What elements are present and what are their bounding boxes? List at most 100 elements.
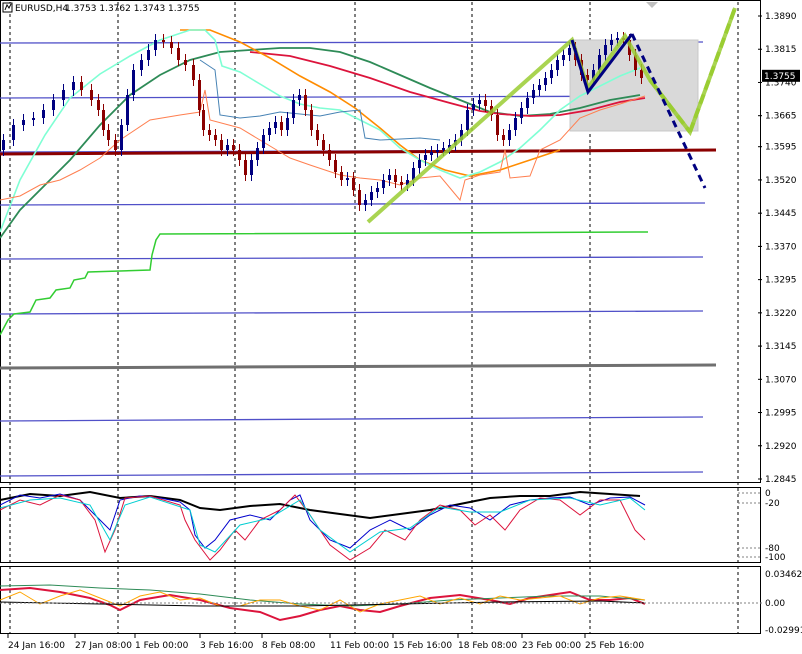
candle-body (2, 140, 5, 150)
candle-body (80, 82, 83, 90)
candle-body (382, 180, 385, 188)
candle-body (346, 178, 349, 180)
candle-body (162, 40, 165, 42)
candle-body (72, 82, 75, 90)
candle-body (102, 110, 105, 130)
candle-body (376, 188, 379, 192)
candle-body (238, 150, 241, 160)
candle-body (610, 40, 613, 45)
candle-body (538, 85, 541, 90)
level-line-6 (0, 416, 704, 422)
candle-body (634, 55, 637, 70)
main-panel-frame (0, 0, 761, 483)
candle-body (214, 135, 217, 140)
osc2-tick-label: 0.03462 (765, 570, 802, 580)
candle-body (52, 100, 55, 110)
candle-body (400, 182, 403, 185)
time-tick-label: 3 Feb 16:00 (200, 641, 254, 651)
ohlc-label: 1.3753 1.3762 1.3743 1.3755 (65, 4, 200, 14)
price-tick-label: 1.3070 (765, 375, 797, 385)
time-tick-label: 23 Feb 00:00 (522, 641, 581, 651)
symbol-label: EURUSD,H4 (15, 4, 68, 14)
oscillators (0, 490, 646, 622)
candle-body (126, 95, 129, 125)
candle-body (114, 140, 117, 150)
level-line-5 (0, 310, 704, 315)
price-tick-label: 1.3815 (765, 45, 797, 55)
candle-body (250, 160, 253, 175)
candle-body (640, 70, 643, 78)
candle-body (170, 42, 173, 48)
osc2-tick-label: 0.00 (765, 599, 785, 609)
candle-body (448, 145, 451, 148)
candle-body (544, 78, 547, 85)
osc1-tick-label: -20 (765, 499, 780, 509)
candle-body (562, 55, 565, 60)
candle-body (226, 145, 229, 150)
candle-body (292, 100, 295, 118)
osc1-axis: 0-20 -80-100 (738, 489, 786, 563)
candle-body (484, 100, 487, 106)
candle-body (340, 172, 343, 180)
price-tick-label: 1.3145 (765, 342, 797, 352)
candle-body (496, 115, 499, 135)
envelope-line (199, 59, 441, 141)
candle-body (430, 152, 433, 155)
candle-body (286, 118, 289, 130)
candle-body (364, 200, 367, 205)
candle-body (208, 130, 211, 135)
time-tick-label: 25 Feb 16:00 (585, 641, 644, 651)
candle-body (472, 104, 475, 110)
price-tick-label: 1.3445 (765, 209, 797, 219)
price-tick-label: 1.3740 (765, 78, 797, 88)
projection-green-up (688, 7, 737, 133)
time-tick-label: 1 Feb 00:00 (135, 641, 189, 651)
osc1-black-line (0, 490, 641, 520)
time-tick-label: 8 Feb 08:00 (262, 641, 316, 651)
price-axis: 1.3890 1.3815 1.3740 1.3665 1.3595 1.3520 1.34… (758, 12, 797, 485)
candle-body (508, 130, 511, 140)
candle-body (268, 128, 271, 135)
candle-body (177, 48, 180, 60)
osc1-red-line (0, 494, 646, 561)
candle-body (502, 135, 505, 140)
time-axis: 24 Jan 16:00 27 Jan 08:00 1 Feb 00:00 3 Feb… (7, 634, 644, 651)
candle-body (352, 178, 355, 190)
trailing-stop-line (0, 89, 646, 202)
candle-body (310, 110, 313, 130)
price-tick-label: 1.2920 (765, 442, 797, 452)
candle-body (232, 145, 235, 150)
candle-body (256, 148, 259, 160)
candle-body (532, 90, 535, 98)
osc2-panel-frame (0, 566, 761, 634)
candle-body (388, 175, 391, 180)
candle-body (604, 45, 607, 55)
support-level-line (0, 363, 717, 370)
level-line-4 (0, 256, 704, 260)
candle-body (202, 110, 205, 130)
projection-navy-solid (570, 33, 634, 96)
osc1-tick-label: -80 (765, 544, 780, 554)
candle-body (298, 95, 301, 100)
current-price-label: 1.3755 (764, 72, 796, 82)
candle-body (412, 168, 415, 180)
candle-body (616, 38, 619, 40)
osc1-blue-line (0, 493, 646, 549)
ma-orange-line (180, 29, 561, 177)
time-tick-label: 11 Feb 00:00 (330, 641, 389, 651)
ma-red-line (249, 51, 646, 117)
candle-body (42, 110, 45, 118)
candle-body (568, 48, 571, 55)
candle-body (526, 98, 529, 108)
price-tick-label: 1.3520 (765, 176, 797, 186)
candle-body (107, 130, 110, 140)
candle-body (460, 130, 463, 140)
projection-green-dashed (648, 78, 692, 134)
stepped-line (0, 231, 649, 336)
candle-body (334, 160, 337, 172)
candle-body (120, 125, 123, 150)
candle-body (586, 75, 589, 80)
level-line-7 (0, 471, 704, 477)
